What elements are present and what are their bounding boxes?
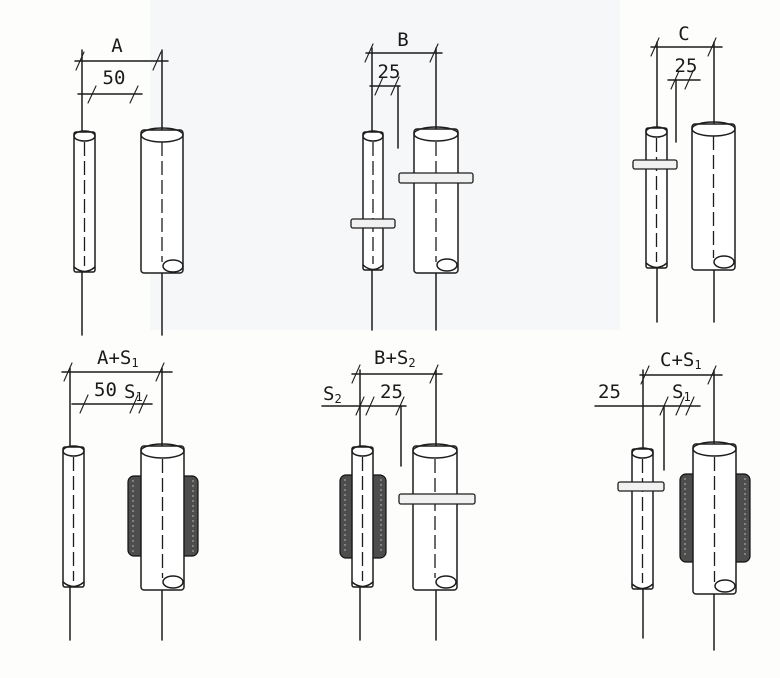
- panel-top-b: B 25: [350, 29, 474, 331]
- pipe-small: [73, 130, 96, 273]
- label-bottom-b-total: B+S2: [374, 347, 416, 370]
- pipe-large: [691, 121, 736, 271]
- label-bottom-c-gap: 25: [598, 381, 621, 403]
- panel-top-a: A 50: [73, 35, 184, 336]
- label-bottom-c-total: C+S1: [660, 349, 702, 372]
- dimension-bottom-c-total: C+S1: [639, 349, 723, 385]
- pipe-large-insulated: [679, 441, 751, 595]
- panel-top-c: C 25: [632, 23, 736, 323]
- flange-large: [398, 493, 476, 505]
- dimension-top-b-gap: 25: [369, 61, 401, 96]
- panel-bottom-b: B+S2 S2 25: [321, 347, 476, 641]
- label-top-a-total: A: [111, 35, 123, 57]
- pipe-large: [398, 443, 476, 591]
- dimension-top-b-total: B: [364, 29, 443, 63]
- label-top-c-total: C: [678, 23, 689, 45]
- label-bottom-a-s: S1: [124, 381, 143, 404]
- dimension-top-c-gap: 25: [667, 55, 701, 90]
- label-top-a-gap: 50: [103, 67, 126, 89]
- flange-small: [350, 218, 396, 229]
- panel-bottom-a: A+S1 50 S1: [61, 347, 199, 641]
- label-bottom-c-s: S1: [672, 381, 691, 404]
- label-top-b-total: B: [397, 29, 408, 51]
- label-top-b-gap: 25: [378, 61, 401, 83]
- dimension-top-a-total: A: [74, 35, 169, 71]
- label-bottom-a-gap: 50: [94, 379, 117, 401]
- pipe-small-insulated: [339, 445, 387, 588]
- flange-large: [398, 172, 474, 184]
- label-bottom-b-gap: 25: [380, 381, 403, 403]
- flange-small: [632, 159, 678, 170]
- dimension-top-a-gap: 50: [77, 67, 143, 104]
- dimension-bottom-a-total: A+S1: [61, 347, 173, 382]
- pipe-small: [350, 130, 396, 271]
- pipe-small: [632, 126, 678, 269]
- panel-bottom-c: C+S1 25 S1: [594, 349, 751, 651]
- label-top-c-gap: 25: [675, 55, 698, 77]
- dimension-bottom-a-gap: 50 S1: [71, 379, 153, 414]
- label-bottom-b-s: S2: [323, 383, 342, 406]
- dimension-bottom-c-gap: 25 S1: [594, 381, 701, 416]
- dimension-bottom-b-total: B+S2: [351, 347, 443, 384]
- flange-small: [617, 481, 665, 492]
- dimension-bottom-b-gap: S2 25: [321, 381, 407, 416]
- dimension-top-c-total: C: [650, 23, 723, 57]
- pipe-large: [140, 127, 184, 274]
- paper-tint: [150, 0, 620, 330]
- label-bottom-a-total: A+S1: [97, 347, 139, 370]
- pipe-small: [617, 447, 665, 590]
- pipe-small: [62, 445, 85, 588]
- pipe-large: [398, 126, 474, 274]
- pipe-large-insulated: [127, 443, 199, 591]
